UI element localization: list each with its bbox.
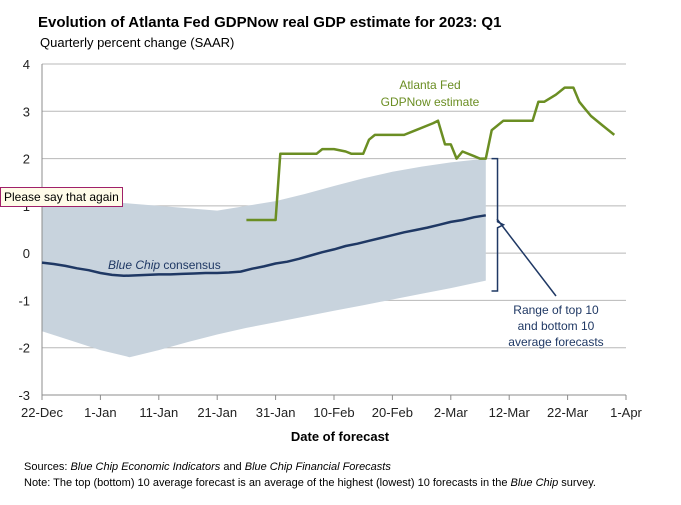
bluechip-label: Blue Chip consensus <box>108 258 221 272</box>
sources-italic-2: Blue Chip Financial Forecasts <box>245 461 392 473</box>
y-tick-label: 0 <box>23 246 30 261</box>
gdpnow-label-line1: Atlanta Fed <box>399 78 460 92</box>
y-tick-label: 3 <box>23 104 30 119</box>
range-label-line3: average forecasts <box>508 335 603 349</box>
note-suffix: survey. <box>558 477 596 489</box>
chart-subtitle: Quarterly percent change (SAAR) <box>40 35 234 50</box>
range-label-line2: and bottom 10 <box>518 319 595 333</box>
x-tick-label: 22-Mar <box>547 405 589 420</box>
x-tick-label: 20-Feb <box>372 405 413 420</box>
range-bracket <box>491 157 506 292</box>
x-tick-label: 2-Mar <box>434 405 469 420</box>
note-prefix: Note <box>24 477 47 489</box>
sources-middle: and <box>220 461 244 473</box>
note-text: : The top (bottom) 10 average forecast i… <box>47 477 510 489</box>
footnote: Note: The top (bottom) 10 average foreca… <box>24 477 596 489</box>
y-tick-label: -2 <box>18 341 30 356</box>
y-tick-label: -3 <box>18 388 30 403</box>
bluechip-label-italic: Blue Chip <box>108 258 160 272</box>
range-label-line1: Range of top 10 <box>513 303 599 317</box>
sources-note: Sources: Blue Chip Economic Indicators a… <box>24 461 391 473</box>
x-axis-ticks: 22-Dec 1-Jan 11-Jan 21-Jan 31-Jan 10-Feb 20-Fe… <box>21 395 643 420</box>
sources-prefix: Sources: <box>24 461 70 473</box>
x-tick-label: 1-Jan <box>84 405 117 420</box>
x-tick-label: 1-Apr <box>610 405 642 420</box>
y-axis-ticks: 43210-1-2-3 <box>18 57 30 403</box>
sources-italic-1: Blue Chip Economic Indicators <box>70 461 220 473</box>
x-tick-label: 12-Mar <box>489 405 531 420</box>
y-tick-label: 2 <box>23 152 30 167</box>
y-tick-label: -1 <box>18 293 30 308</box>
gdpnow-label-line2: GDPNow estimate <box>381 95 480 109</box>
x-tick-label: 10-Feb <box>313 405 354 420</box>
x-tick-label: 31-Jan <box>256 405 296 420</box>
x-tick-label: 21-Jan <box>197 405 237 420</box>
bluechip-label-rest: consensus <box>160 258 221 272</box>
x-tick-label: 22-Dec <box>21 405 63 420</box>
range-callout-line <box>496 218 557 297</box>
bluechip-series-line <box>41 214 487 278</box>
y-tick-label: 4 <box>23 57 30 72</box>
note-italic: Blue Chip <box>511 477 559 489</box>
x-axis-label: Date of forecast <box>291 429 390 444</box>
gdpnow-series-line <box>246 86 616 222</box>
x-tick-label: 11-Jan <box>139 405 178 420</box>
chart-title: Evolution of Atlanta Fed GDPNow real GDP… <box>38 14 501 31</box>
tooltip-popup: Please say that again <box>0 187 123 207</box>
range-band <box>42 158 486 358</box>
